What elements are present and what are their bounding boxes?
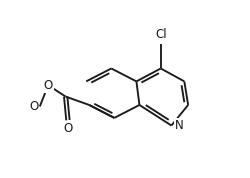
Text: O: O [44, 79, 53, 92]
Text: Cl: Cl [155, 28, 166, 41]
Text: O: O [29, 100, 38, 113]
Text: O: O [63, 122, 72, 135]
Text: N: N [175, 119, 184, 132]
